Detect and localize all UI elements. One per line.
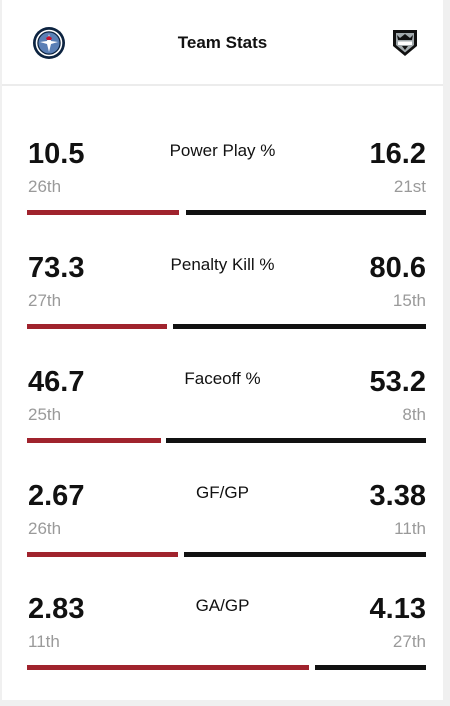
- home-stat-rank: 26th: [28, 177, 62, 196]
- los-angeles-kings-logo-icon: [393, 30, 417, 56]
- home-stat-value: 46.7: [28, 366, 85, 398]
- stat-label: Faceoff %: [184, 369, 261, 388]
- home-stat-rank: 26th: [28, 519, 62, 538]
- home-comparison-bar: [27, 665, 309, 670]
- stat-label: GA/GP: [195, 596, 250, 615]
- home-stat-value: 10.5: [28, 138, 85, 170]
- away-stat-value: 16.2: [369, 138, 426, 170]
- away-comparison-bar: [186, 210, 426, 215]
- home-comparison-bar: [27, 552, 178, 557]
- home-stat-rank: 27th: [28, 291, 62, 310]
- stat-label: Power Play %: [169, 141, 276, 160]
- away-stat-rank: 8th: [402, 405, 426, 424]
- stat-row-power-play: 10.5 Power Play % 16.2 26th 21st: [2, 137, 443, 251]
- home-stat-value: 73.3: [28, 252, 85, 284]
- home-stat-value: 2.83: [28, 593, 85, 625]
- stat-row-ga-gp: 2.83 GA/GP 4.13 11th 27th: [2, 592, 443, 706]
- home-comparison-bar: [27, 324, 167, 329]
- winnipeg-jets-logo-icon: [33, 27, 65, 59]
- home-stat-rank: 11th: [28, 632, 60, 651]
- away-stat-rank: 15th: [392, 291, 426, 310]
- away-comparison-bar: [315, 665, 426, 670]
- stat-row-penalty-kill: 73.3 Penalty Kill % 80.6 27th 15th: [2, 251, 443, 365]
- team-stats-card: Team Stats 10.5 Power Play % 16.2 26th 2…: [2, 0, 443, 700]
- away-stat-value: 3.38: [369, 480, 426, 512]
- away-stat-value: 4.13: [369, 593, 426, 625]
- home-comparison-bar: [27, 438, 161, 443]
- home-comparison-bar: [27, 210, 179, 215]
- away-comparison-bar: [166, 438, 426, 443]
- away-stat-value: 53.2: [369, 366, 426, 398]
- away-comparison-bar: [173, 324, 426, 329]
- away-stat-rank: 27th: [392, 632, 426, 651]
- stat-label: Penalty Kill %: [170, 255, 275, 274]
- away-stat-rank: 11th: [394, 519, 426, 538]
- card-header: Team Stats: [2, 0, 443, 86]
- away-stat-rank: 21st: [393, 177, 426, 196]
- stat-row-faceoff: 46.7 Faceoff % 53.2 25th 8th: [2, 365, 443, 479]
- home-stat-rank: 25th: [28, 405, 62, 424]
- away-comparison-bar: [184, 552, 426, 557]
- stat-label: GF/GP: [196, 483, 249, 502]
- away-stat-value: 80.6: [369, 252, 426, 284]
- home-stat-value: 2.67: [28, 480, 85, 512]
- stat-row-gf-gp: 2.67 GF/GP 3.38 26th 11th: [2, 479, 443, 593]
- page-title: Team Stats: [177, 33, 268, 52]
